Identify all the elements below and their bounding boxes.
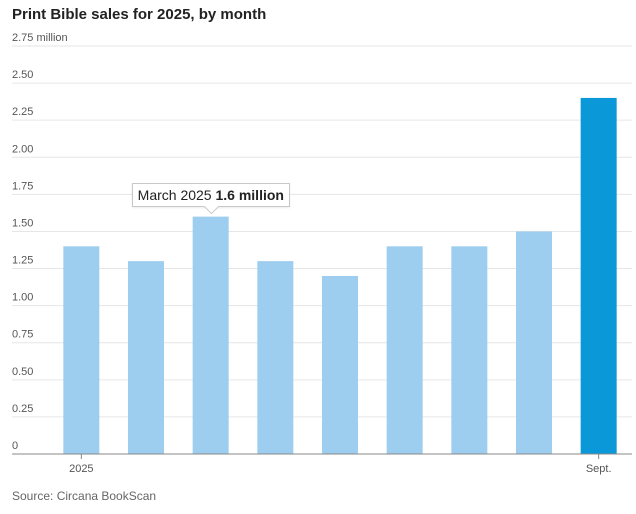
y-tick-label: 2.75 million [12, 32, 68, 44]
y-tick-label: 1.00 [12, 292, 33, 304]
y-tick-label: 1.75 [12, 180, 33, 192]
bar-feb [128, 261, 164, 454]
bar-aug [516, 231, 552, 454]
x-tick-label: Sept. [586, 463, 612, 475]
y-tick-label: 2.50 [12, 69, 33, 81]
bar-jan [63, 246, 100, 454]
y-tick-label: 0.50 [12, 366, 33, 378]
y-tick-label: 1.50 [12, 217, 33, 229]
bar-apr [257, 261, 294, 454]
y-tick-label: 1.25 [12, 255, 33, 267]
bar-may [322, 275, 358, 454]
bar-jul [451, 246, 488, 454]
y-tick-label: 2.00 [12, 143, 33, 155]
chart-title: Print Bible sales for 2025, by month [12, 6, 267, 23]
x-tick-label: 2025 [69, 463, 93, 475]
bar-sept [580, 97, 617, 454]
y-tick-label: 2.25 [12, 106, 33, 118]
tooltip-label: March 2025 [137, 186, 212, 203]
chart-source: Source: Circana BookScan [12, 489, 157, 503]
bar-mar [192, 216, 229, 454]
bar-jun [386, 246, 423, 454]
y-tick-label: 0 [12, 440, 18, 452]
y-tick-label: 0.75 [12, 329, 33, 341]
y-tick-label: 0.25 [12, 403, 33, 415]
tooltip-value: 1.6 million [215, 186, 284, 203]
